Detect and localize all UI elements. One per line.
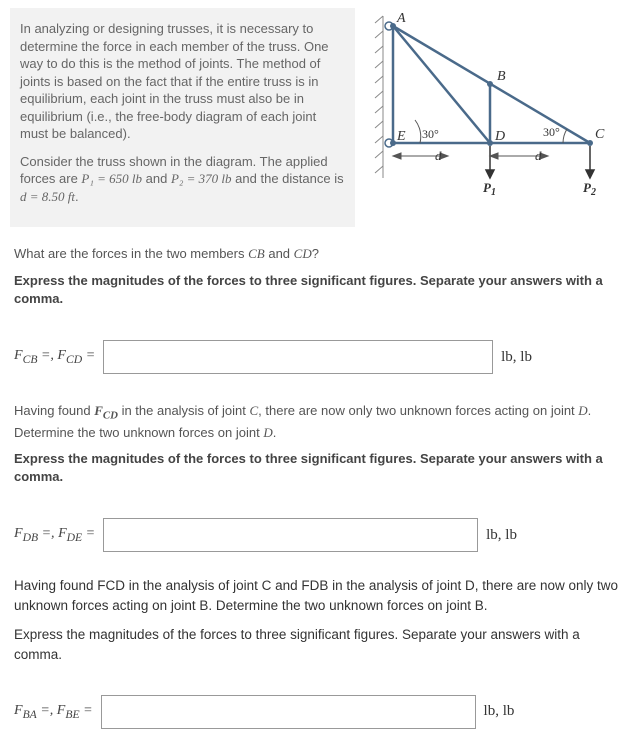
svg-text:30°: 30° — [543, 125, 560, 139]
answer-row-2: FDB =, FDE = lb, lb — [0, 504, 641, 570]
q3-instruction: Express the magnitudes of the forces to … — [14, 625, 627, 664]
svg-text:d: d — [535, 148, 542, 163]
q3-context: Having found FCD in the analysis of join… — [14, 576, 627, 615]
answer-row-3: FBA =, FBE = lb, lb — [0, 681, 641, 747]
q2-context: Having found FCD in the analysis of join… — [14, 402, 627, 442]
intro-block: In analyzing or designing trusses, it is… — [0, 0, 641, 235]
svg-text:P2: P2 — [583, 180, 596, 198]
truss-diagram: A B C D E 30° 30° d d P1 P2 — [365, 8, 631, 201]
q1-input[interactable] — [103, 340, 493, 374]
svg-text:30°: 30° — [422, 127, 439, 141]
q1-instruction: Express the magnitudes of the forces to … — [14, 272, 627, 308]
q2-units: lb, lb — [486, 527, 517, 544]
intro-paragraph-1: In analyzing or designing trusses, it is… — [20, 20, 345, 143]
intro-paragraph-2: Consider the truss shown in the diagram.… — [20, 153, 345, 206]
q2-instruction: Express the magnitudes of the forces to … — [14, 450, 627, 486]
q2-label: FDB =, FDE = — [14, 526, 95, 544]
q3-input[interactable] — [101, 695, 476, 729]
svg-text:B: B — [497, 69, 506, 84]
question-1: What are the forces in the two members C… — [0, 235, 641, 326]
svg-text:D: D — [494, 129, 505, 144]
svg-text:C: C — [595, 127, 605, 142]
q2-input[interactable] — [103, 518, 478, 552]
question-3: Having found FCD in the analysis of join… — [0, 570, 641, 680]
svg-text:P1: P1 — [483, 180, 496, 198]
svg-text:d: d — [435, 148, 442, 163]
question-2: Having found FCD in the analysis of join… — [0, 392, 641, 504]
q1-label: FCB =, FCD = — [14, 348, 95, 366]
intro-text: In analyzing or designing trusses, it is… — [10, 8, 355, 227]
q1-prompt: What are the forces in the two members C… — [14, 245, 627, 263]
q1-units: lb, lb — [501, 349, 532, 366]
q3-units: lb, lb — [484, 703, 515, 720]
svg-text:E: E — [396, 129, 406, 144]
svg-text:A: A — [396, 11, 406, 26]
answer-row-1: FCB =, FCD = lb, lb — [0, 326, 641, 392]
q3-label: FBA =, FBE = — [14, 703, 93, 721]
